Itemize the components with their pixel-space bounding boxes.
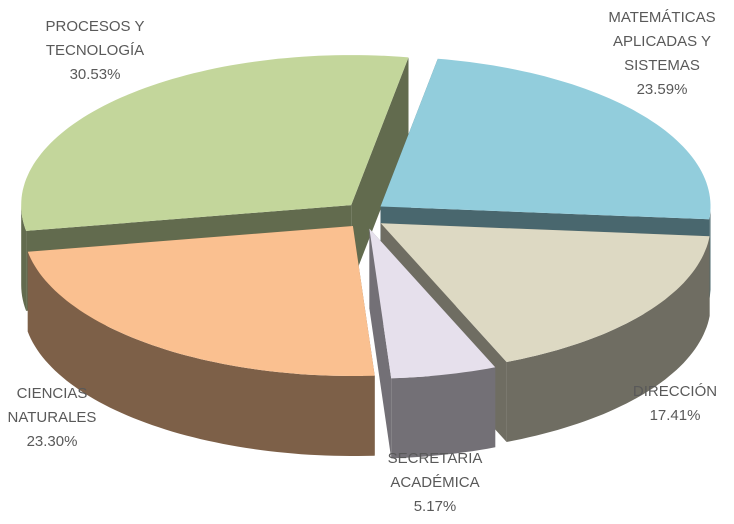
slice [369, 228, 496, 379]
percent-label: 23.30% [26, 433, 78, 450]
percent-label: 30.53% [69, 66, 121, 83]
data-label: CIENCIAS NATURALES 23.30% [0, 382, 107, 454]
data-label: DIRECCIÓN 17.41% [620, 380, 730, 428]
slice-side [369, 228, 392, 459]
slice-wall [27, 251, 375, 456]
category-label: CIENCIAS NATURALES [7, 385, 97, 426]
slice-wall [391, 367, 496, 459]
slice-side [351, 57, 409, 286]
category-label: PROCESOS Y TECNOLOGÍA [45, 18, 145, 59]
slice [21, 55, 409, 231]
percent-label: 23.59% [636, 81, 688, 98]
percent-label: 17.41% [649, 407, 701, 424]
percent-label: 5.17% [413, 498, 457, 515]
slice [380, 58, 711, 220]
data-label: MATEMÁTICAS APLICADAS Y SISTEMAS 23.59% [592, 6, 732, 102]
slice-wall [21, 205, 27, 311]
slice-wall [506, 236, 710, 442]
category-label: SECRETARIA ACADÉMICA [387, 450, 483, 491]
data-label: PROCESOS Y TECNOLOGÍA 30.53% [30, 15, 160, 87]
category-label: MATEMÁTICAS APLICADAS Y SISTEMAS [608, 9, 716, 74]
slice [27, 226, 375, 376]
data-label: SECRETARIA ACADÉMICA 5.17% [370, 447, 500, 519]
category-label: DIRECCIÓN [632, 383, 718, 400]
slice [380, 223, 710, 362]
